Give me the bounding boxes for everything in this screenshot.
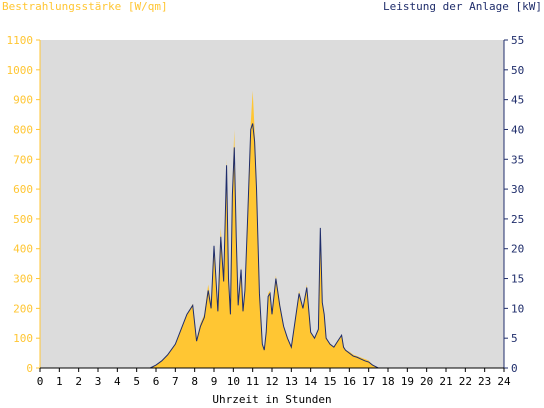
x-tick-label: 14 — [304, 375, 318, 388]
x-tick-label: 6 — [153, 375, 160, 388]
x-tick-label: 13 — [285, 375, 298, 388]
x-tick-label: 8 — [191, 375, 198, 388]
x-tick-label: 0 — [37, 375, 44, 388]
left-tick-label: 500 — [13, 213, 33, 226]
left-tick-label: 900 — [13, 94, 33, 107]
right-axis-title: Leistung der Anlage [kW] — [383, 0, 542, 13]
x-tick-label: 2 — [75, 375, 82, 388]
right-tick-label: 10 — [511, 302, 524, 315]
left-tick-label: 700 — [13, 153, 33, 166]
left-tick-label: 800 — [13, 123, 33, 136]
right-tick-label: 40 — [511, 123, 524, 136]
x-tick-label: 7 — [172, 375, 179, 388]
x-tick-label: 10 — [227, 375, 240, 388]
x-tick-label: 21 — [439, 375, 452, 388]
right-tick-label: 25 — [511, 213, 524, 226]
left-tick-label: 1100 — [7, 34, 34, 47]
right-tick-label: 5 — [511, 332, 518, 345]
left-tick-label: 400 — [13, 243, 33, 256]
x-tick-label: 1 — [56, 375, 63, 388]
right-tick-label: 0 — [511, 362, 518, 375]
left-tick-label: 300 — [13, 273, 33, 286]
x-tick-label: 4 — [114, 375, 121, 388]
x-tick-label: 3 — [95, 375, 102, 388]
x-tick-label: 15 — [323, 375, 336, 388]
x-tick-label: 11 — [246, 375, 259, 388]
x-tick-label: 18 — [381, 375, 394, 388]
axes-layer: 0100200300400500600700800900100011000510… — [7, 34, 525, 388]
left-tick-label: 100 — [13, 332, 33, 345]
x-tick-label: 19 — [401, 375, 414, 388]
right-tick-label: 20 — [511, 243, 524, 256]
x-axis-label: Uhrzeit in Stunden — [212, 393, 332, 406]
x-tick-label: 9 — [211, 375, 218, 388]
left-tick-label: 0 — [26, 362, 33, 375]
x-tick-label: 5 — [133, 375, 140, 388]
right-tick-label: 30 — [511, 183, 524, 196]
x-tick-label: 12 — [265, 375, 278, 388]
x-tick-label: 17 — [362, 375, 375, 388]
right-tick-label: 55 — [511, 34, 524, 47]
right-tick-label: 50 — [511, 64, 524, 77]
right-tick-label: 45 — [511, 94, 524, 107]
x-tick-label: 24 — [497, 375, 511, 388]
x-tick-label: 16 — [343, 375, 356, 388]
x-tick-label: 22 — [459, 375, 472, 388]
power-line — [40, 123, 504, 369]
left-axis-title: Bestrahlungsstärke [W/qm] — [2, 0, 168, 13]
left-tick-label: 200 — [13, 302, 33, 315]
right-tick-label: 15 — [511, 273, 524, 286]
left-tick-label: 1000 — [7, 64, 34, 77]
right-tick-label: 35 — [511, 153, 524, 166]
x-tick-label: 20 — [420, 375, 433, 388]
x-tick-label: 23 — [478, 375, 491, 388]
series-layer — [40, 90, 504, 369]
left-tick-label: 600 — [13, 183, 33, 196]
